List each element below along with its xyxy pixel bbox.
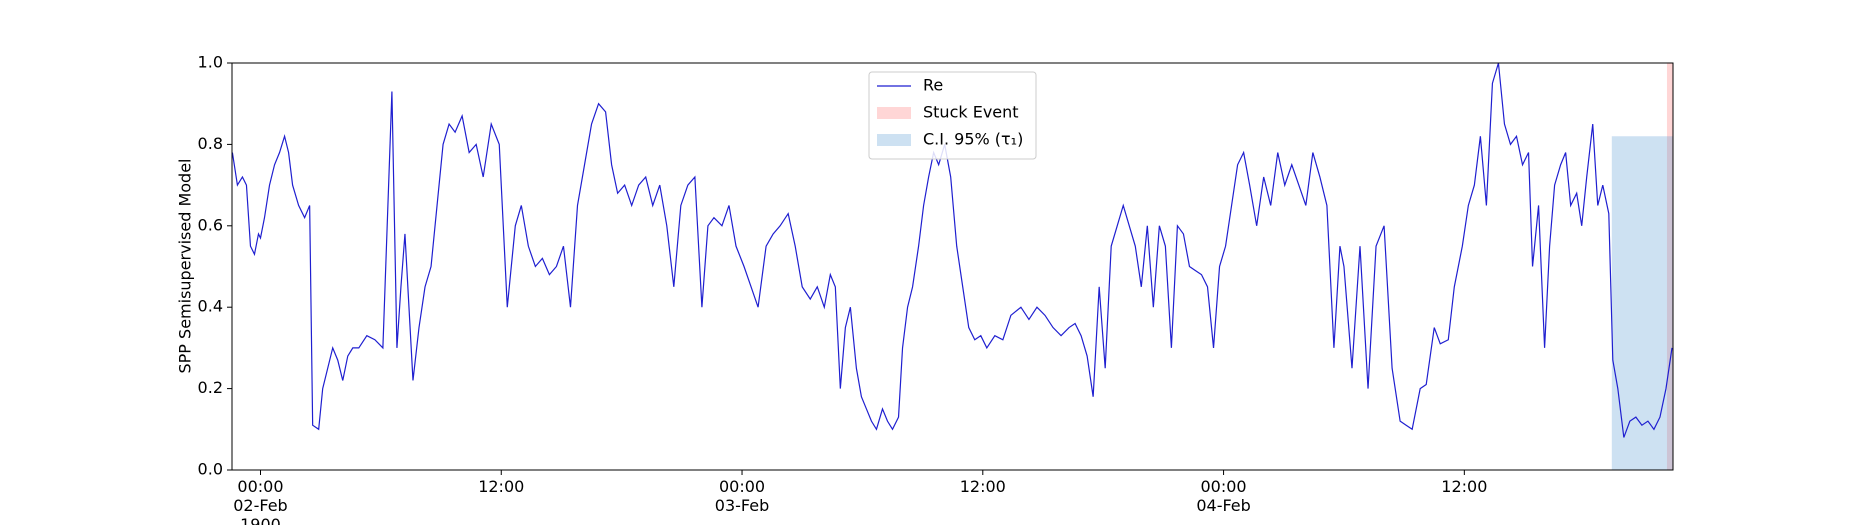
span	[1666, 63, 1673, 470]
y-tick-label: 0.2	[198, 378, 223, 397]
legend-label: C.I. 95% (τ₁)	[923, 130, 1023, 149]
span	[1611, 136, 1673, 470]
x-tick-label: 00:00 02-Feb 1900	[233, 477, 288, 525]
x-tick-label: 12:00	[1441, 477, 1488, 496]
legend-label: Re	[923, 76, 943, 95]
x-tick-label: 12:00	[959, 477, 1006, 496]
legend: Re Stuck Event C.I. 95% (τ₁)	[868, 71, 1037, 160]
plot-frame	[231, 62, 1674, 471]
y-tick-label: 0.4	[198, 297, 223, 316]
legend-patch	[877, 134, 911, 146]
y-tick-label: 0.0	[198, 460, 223, 479]
y-tick-label: 0.8	[198, 134, 223, 153]
y-tick-label: 0.6	[198, 215, 223, 234]
x-tick-label: 00:00 04-Feb	[1196, 477, 1251, 515]
x-tick-label: 00:00 03-Feb	[714, 477, 770, 515]
legend-frame	[868, 71, 1037, 160]
legend-patch	[877, 107, 911, 119]
y-tick-label: 1.0	[198, 53, 223, 72]
y-axis-label: SPP Semisupervised Model	[176, 159, 195, 374]
legend-label: Stuck Event	[923, 103, 1019, 122]
x-tick-label: 12:00	[478, 477, 525, 496]
